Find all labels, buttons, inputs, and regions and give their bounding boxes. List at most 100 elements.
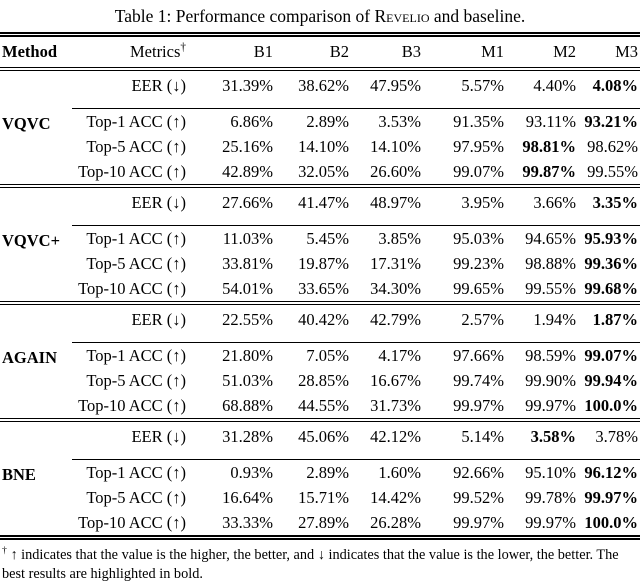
value-cell: 1.94% xyxy=(506,303,578,343)
value-cell: 38.62% xyxy=(275,69,351,109)
value-cell: 5.14% xyxy=(423,420,506,460)
value-cell: 22.55% xyxy=(192,303,275,343)
value-cell: 26.28% xyxy=(370,512,421,532)
value-cell: 42.89% xyxy=(222,161,273,181)
metric-cell: Top-5 ACC (↑) xyxy=(86,253,186,273)
value-cell: 3.66% xyxy=(506,186,578,226)
table-footnote: † ↑ indicates that the value is the high… xyxy=(0,540,640,584)
value-cell: 95.10% xyxy=(525,462,576,482)
value-cell: 99.65% xyxy=(453,278,504,298)
metric-cell: Top-1 ACC (↑) xyxy=(86,111,186,131)
value-cell: 3.78% xyxy=(578,420,640,460)
value-cell: 31.73% xyxy=(370,395,421,415)
value-cell: 1.60% xyxy=(378,462,421,482)
header-col-M3: M3 xyxy=(615,42,638,61)
method-block-VQVC: VQVC EER (↓) 31.39% 38.62% 47.95% 5.57% 4.40% 4… xyxy=(0,69,640,186)
caption-suffix: and baseline. xyxy=(429,6,526,26)
value-cell: 99.97% xyxy=(525,512,576,532)
value-cell: 19.87% xyxy=(298,253,349,273)
value-cell: 27.89% xyxy=(298,512,349,532)
method-label: AGAIN xyxy=(2,348,58,367)
method-block-VQVC+: VQVC+ EER (↓) 27.66% 41.47% 48.97% 3.95% 3.66%… xyxy=(0,186,640,303)
value-cell: 48.97% xyxy=(351,186,423,226)
table-row: Top-10 ACC (↑) 54.01% 33.65% 34.30% 99.65% 99… xyxy=(0,276,640,303)
value-cell: 99.94% xyxy=(584,370,638,390)
footnote-text: ↑ indicates that the value is the higher… xyxy=(2,547,619,582)
metric-cell: Top-10 ACC (↑) xyxy=(78,512,186,532)
value-cell: 16.67% xyxy=(370,370,421,390)
value-cell: 99.55% xyxy=(525,278,576,298)
header-col-M2: M2 xyxy=(553,42,576,61)
value-cell: 99.07% xyxy=(453,161,504,181)
value-cell: 2.89% xyxy=(306,462,349,482)
value-cell: 5.57% xyxy=(423,69,506,109)
results-table: Method Metrics† B1 B2 B3 M1 M2 M3 VQVC EER (↓)… xyxy=(0,32,640,540)
value-cell: 11.03% xyxy=(222,228,273,248)
value-cell: 21.80% xyxy=(222,345,273,365)
value-cell: 98.88% xyxy=(525,253,576,273)
dagger-icon: † xyxy=(2,545,7,557)
metric-cell: Top-10 ACC (↑) xyxy=(78,395,186,415)
value-cell: 33.65% xyxy=(298,278,349,298)
header-method: Method xyxy=(2,42,57,61)
method-label: BNE xyxy=(2,465,36,484)
value-cell: 31.39% xyxy=(192,69,275,109)
header-col-B1: B1 xyxy=(253,42,273,61)
value-cell: 0.93% xyxy=(230,462,273,482)
value-cell: 99.78% xyxy=(525,487,576,507)
value-cell: 6.86% xyxy=(230,111,273,131)
value-cell: 96.12% xyxy=(584,462,638,482)
header-metrics: Metrics† xyxy=(129,41,186,61)
value-cell: 93.21% xyxy=(584,111,638,131)
value-cell: 99.55% xyxy=(587,161,638,181)
value-cell: 45.06% xyxy=(275,420,351,460)
value-cell: 34.30% xyxy=(370,278,421,298)
value-cell: 99.23% xyxy=(453,253,504,273)
value-cell: 5.45% xyxy=(306,228,349,248)
method-label: VQVC xyxy=(2,114,51,133)
table-row: Top-1 ACC (↑) 6.86% 2.89% 3.53% 91.35% 93.11%… xyxy=(0,109,640,135)
caption-method-name: Revelio xyxy=(374,6,430,26)
table-row: AGAIN EER (↓) 22.55% 40.42% 42.79% 2.57% 1.94%… xyxy=(0,303,640,367)
value-cell: 17.31% xyxy=(370,253,421,273)
value-cell: 41.47% xyxy=(275,186,351,226)
value-cell: 98.59% xyxy=(525,345,576,365)
metric-cell: EER (↓) xyxy=(72,303,192,343)
value-cell: 95.03% xyxy=(453,228,504,248)
value-cell: 33.33% xyxy=(222,512,273,532)
table-row: Top-10 ACC (↑) 68.88% 44.55% 31.73% 99.97% 99… xyxy=(0,393,640,420)
value-cell: 99.97% xyxy=(453,395,504,415)
value-cell: 2.57% xyxy=(423,303,506,343)
value-cell: 14.42% xyxy=(370,487,421,507)
value-cell: 26.60% xyxy=(370,161,421,181)
metric-cell: Top-1 ACC (↑) xyxy=(86,345,186,365)
metric-cell: EER (↓) xyxy=(72,69,192,109)
table-row: BNE EER (↓) 31.28% 45.06% 42.12% 5.14% 3.58% 3.… xyxy=(0,420,640,484)
table-row: Top-5 ACC (↑) 33.81% 19.87% 17.31% 99.23% 98.… xyxy=(0,251,640,276)
value-cell: 25.16% xyxy=(222,136,273,156)
value-cell: 4.17% xyxy=(378,345,421,365)
value-cell: 98.62% xyxy=(587,136,638,156)
value-cell: 33.81% xyxy=(222,253,273,273)
method-block-BNE: BNE EER (↓) 31.28% 45.06% 42.12% 5.14% 3.58% 3.… xyxy=(0,420,640,538)
table-row: Top-5 ACC (↑) 25.16% 14.10% 14.10% 97.95% 98.… xyxy=(0,134,640,159)
table-header: Method Metrics† B1 B2 B3 M1 M2 M3 xyxy=(0,34,640,69)
value-cell: 99.87% xyxy=(522,161,576,181)
value-cell: 4.40% xyxy=(506,69,578,109)
value-cell: 32.05% xyxy=(298,161,349,181)
header-col-B3: B3 xyxy=(401,42,421,61)
table-row: Top-5 ACC (↑) 51.03% 28.85% 16.67% 99.74% 99.… xyxy=(0,368,640,393)
value-cell: 99.97% xyxy=(453,512,504,532)
value-cell: 28.85% xyxy=(298,370,349,390)
value-cell: 99.90% xyxy=(525,370,576,390)
value-cell: 3.85% xyxy=(378,228,421,248)
value-cell: 99.52% xyxy=(453,487,504,507)
metric-cell: Top-5 ACC (↑) xyxy=(86,370,186,390)
value-cell: 97.66% xyxy=(453,345,504,365)
value-cell: 99.68% xyxy=(584,278,638,298)
value-cell: 15.71% xyxy=(298,487,349,507)
value-cell: 40.42% xyxy=(275,303,351,343)
value-cell: 100.0% xyxy=(584,512,638,532)
value-cell: 93.11% xyxy=(525,111,576,131)
value-cell: 3.53% xyxy=(378,111,421,131)
